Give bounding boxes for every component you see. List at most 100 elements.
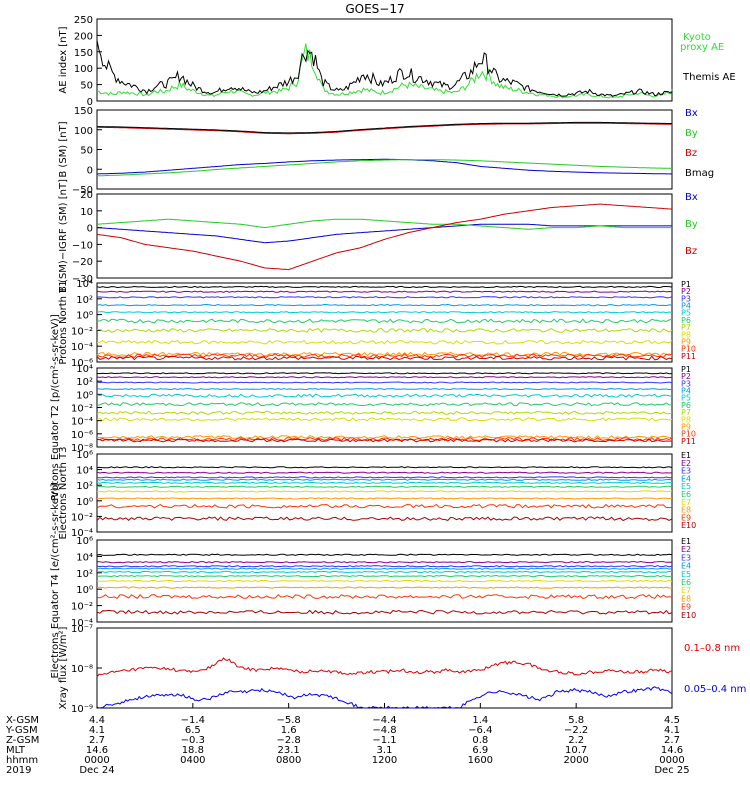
series-line-Bx: [96, 158, 673, 175]
series-line-P11: [96, 438, 673, 443]
panel-frame: [96, 367, 673, 448]
legend-entry: E4: [681, 562, 691, 571]
axis-table-value: 23.1: [278, 745, 300, 756]
legend-entry: 0.1–0.8 nm: [684, 643, 740, 654]
series-line-By: [96, 218, 672, 230]
series-line-E7: [96, 579, 673, 583]
legend-entry: P6: [681, 401, 691, 410]
axis-table-value: 4.4: [89, 715, 105, 726]
axis-table-label: Z-GSM: [6, 735, 39, 746]
panel-frame: [96, 282, 673, 363]
legend-entry: Bx: [685, 192, 698, 203]
y-tick-label: 10⁰: [76, 311, 93, 322]
legend-entry: E6: [681, 490, 691, 499]
legend-entry: E8: [681, 506, 691, 515]
y-tick-label: −50: [72, 185, 93, 196]
series-line-P11: [96, 355, 673, 361]
legend-entry: E3: [681, 553, 691, 562]
y-tick-label: 10⁻⁸: [71, 443, 93, 454]
legend-entry: E2: [681, 545, 691, 554]
series-line-P10: [96, 436, 673, 442]
series-line-Bz: [97, 122, 672, 135]
series-line-P4: [96, 388, 673, 391]
axis-table-value: 0.8: [472, 735, 488, 746]
axis-table-value: −1.1: [372, 735, 396, 746]
legend-entry: E6: [681, 578, 691, 587]
y-tick-label: 50: [80, 146, 93, 157]
y-tick-label: 10⁻⁶: [71, 358, 93, 369]
y-tick-label: 10⁻⁴: [71, 528, 93, 539]
panel-frame: [96, 18, 673, 102]
legend-entry: E2: [681, 459, 691, 468]
legend-entry: P9: [681, 422, 691, 431]
axis-table-value: −1.4: [181, 715, 205, 726]
axis-table-value: 18.8: [182, 745, 204, 756]
legend-entry: E9: [681, 603, 691, 612]
series-line-E2: [96, 471, 673, 474]
axis-table-value: −5.8: [277, 715, 301, 726]
series-line-E4: [96, 567, 673, 570]
series-line-P4: [96, 303, 673, 307]
y-tick-label: 10⁻⁶: [71, 430, 93, 441]
legend-entry: P1: [681, 280, 691, 289]
axis-table-value: −4.4: [372, 715, 396, 726]
legend-entry: Bz: [685, 148, 697, 159]
y-axis-label: AE index [nT]: [58, 26, 69, 93]
axis-table-value: −2.2: [564, 725, 588, 736]
axis-table-value: −0.3: [181, 735, 205, 746]
y-tick-label: 10⁻⁷: [71, 624, 93, 635]
y-tick-label: 10⁴: [76, 466, 93, 477]
legend-entry: P11: [681, 437, 696, 446]
y-tick-label: 0: [87, 97, 93, 108]
panel-frame: [96, 453, 673, 533]
series-line-KyotoproxyAE: [97, 43, 673, 99]
y-tick-label: 10²: [76, 481, 93, 492]
y-tick-label: 10⁰: [76, 497, 93, 508]
legend-entry: P6: [681, 316, 691, 325]
y-tick-label: 20: [80, 190, 93, 201]
y-axis-label: B (SM) [nT]: [58, 121, 69, 177]
legend-entry: Bz: [685, 246, 697, 257]
series-line-P8: [96, 417, 673, 422]
y-tick-label: −20: [72, 257, 93, 268]
series-line-E3: [96, 565, 673, 568]
y-tick-label: 10⁻⁴: [71, 342, 93, 353]
axis-table-value: 6.5: [185, 725, 201, 736]
legend-entry: P8: [681, 330, 691, 339]
y-tick-label: 10⁻⁴: [71, 417, 93, 428]
panel-frame: [96, 109, 673, 190]
legend-entry: Kyoto: [683, 32, 711, 43]
axis-table-value: 2.2: [568, 735, 584, 746]
series-line-Bx: [96, 223, 672, 244]
legend-entry: By: [685, 128, 698, 139]
series-line-P1: [96, 285, 673, 289]
y-tick-label: 10⁻⁴: [71, 618, 93, 629]
y-tick-label: 200: [74, 31, 93, 42]
legend-entry: Themis AE: [682, 72, 736, 83]
series-line-P3: [96, 381, 673, 384]
legend-entry: P8: [681, 415, 691, 424]
axis-table-value: 2000: [563, 755, 588, 766]
panel-frame: [96, 627, 673, 709]
y-tick-label: 10⁻²: [71, 326, 93, 337]
axis-table-value: 14.6: [86, 745, 108, 756]
legend-entry: P3: [681, 294, 691, 303]
series-line-E5: [96, 570, 673, 574]
legend-entry: E5: [681, 570, 691, 579]
axis-table-value: 4.1: [664, 725, 680, 736]
axis-table-value: 5.8: [568, 715, 584, 726]
series-line-P6: [96, 402, 672, 407]
axis-table-label: MLT: [6, 745, 26, 756]
legend-entry: E10: [681, 611, 696, 620]
series-line-P5: [96, 393, 673, 398]
legend-entry: P1: [681, 365, 691, 374]
series-line-ThemisAE: [96, 40, 673, 97]
series-line-P7: [96, 410, 673, 415]
y-tick-label: 10²: [76, 295, 93, 306]
y-tick-label: 10: [80, 207, 93, 218]
legend-entry: P9: [681, 337, 691, 346]
series-line-E5: [96, 481, 673, 484]
y-axis-label: B (SM)−IGRF (SM) [nT]: [58, 179, 69, 293]
series-line-P3: [96, 296, 673, 299]
